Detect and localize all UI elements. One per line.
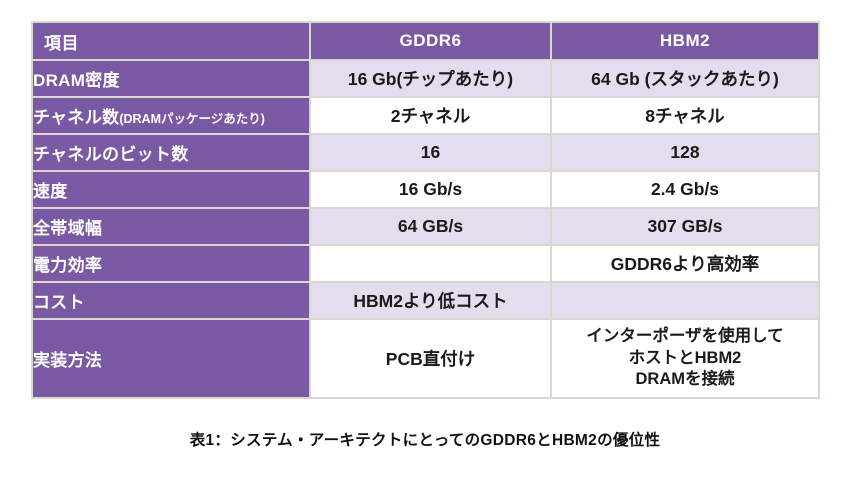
cell-total-bandwidth-hbm2: 307 GB/s	[550, 207, 820, 246]
row-header-total-bandwidth: 全帯域幅	[31, 207, 311, 246]
cell-mounting-method-hbm2: インターポーザを使用して ホストとHBM2 DRAMを接続	[550, 318, 820, 399]
comparison-table-wrap: 項目 GDDR6 HBM2 DRAM密度 16 Gb(チップあたり) 64 Gb…	[31, 21, 820, 399]
cell-bits-per-channel-hbm2: 128	[550, 133, 820, 172]
row-header-bits-per-channel: チャネルのビット数	[31, 133, 311, 172]
row-header-power-efficiency: 電力効率	[31, 244, 311, 283]
cell-dram-density-hbm2: 64 Gb (スタックあたり)	[550, 59, 820, 98]
table-row-bits-per-channel: チャネルのビット数 16 128	[31, 133, 820, 172]
row-header-channel-count: チャネル数(DRAMパッケージあたり)	[31, 96, 311, 135]
table-header-row: 項目 GDDR6 HBM2	[31, 21, 820, 61]
table-row-dram-density: DRAM密度 16 Gb(チップあたり) 64 Gb (スタックあたり)	[31, 59, 820, 98]
column-header-hbm2: HBM2	[550, 21, 820, 61]
table-row-total-bandwidth: 全帯域幅 64 GB/s 307 GB/s	[31, 207, 820, 246]
row-label-channel-count: チャネル数	[33, 108, 120, 127]
table-row-mounting-method: 実装方法 PCB直付け インターポーザを使用して ホストとHBM2 DRAMを接…	[31, 318, 820, 399]
cell-power-efficiency-gddr6	[309, 244, 552, 283]
column-header-item: 項目	[31, 21, 311, 61]
row-header-mounting-method: 実装方法	[31, 318, 311, 399]
row-header-speed: 速度	[31, 170, 311, 209]
cell-bits-per-channel-gddr6: 16	[309, 133, 552, 172]
cell-mounting-method-gddr6: PCB直付け	[309, 318, 552, 399]
cell-channel-count-gddr6: 2チャネル	[309, 96, 552, 135]
cell-channel-count-hbm2: 8チャネル	[550, 96, 820, 135]
row-header-dram-density: DRAM密度	[31, 59, 311, 98]
row-label-channel-count-note: (DRAMパッケージあたり)	[119, 112, 265, 126]
cell-speed-gddr6: 16 Gb/s	[309, 170, 552, 209]
cell-cost-gddr6: HBM2より低コスト	[309, 281, 552, 320]
table-row-channel-count: チャネル数(DRAMパッケージあたり) 2チャネル 8チャネル	[31, 96, 820, 135]
table-row-cost: コスト HBM2より低コスト	[31, 281, 820, 320]
gddr6-hbm2-comparison-table: 項目 GDDR6 HBM2 DRAM密度 16 Gb(チップあたり) 64 Gb…	[31, 21, 820, 399]
cell-total-bandwidth-gddr6: 64 GB/s	[309, 207, 552, 246]
table-caption: 表1：システム・アーキテクトにとってのGDDR6とHBM2の優位性	[189, 432, 661, 449]
cell-cost-hbm2	[550, 281, 820, 320]
cell-speed-hbm2: 2.4 Gb/s	[550, 170, 820, 209]
column-header-gddr6: GDDR6	[309, 21, 552, 61]
cell-power-efficiency-hbm2: GDDR6より高効率	[550, 244, 820, 283]
table-row-speed: 速度 16 Gb/s 2.4 Gb/s	[31, 170, 820, 209]
cell-dram-density-gddr6: 16 Gb(チップあたり)	[309, 59, 552, 98]
table-row-power-efficiency: 電力効率 GDDR6より高効率	[31, 244, 820, 283]
row-header-cost: コスト	[31, 281, 311, 320]
